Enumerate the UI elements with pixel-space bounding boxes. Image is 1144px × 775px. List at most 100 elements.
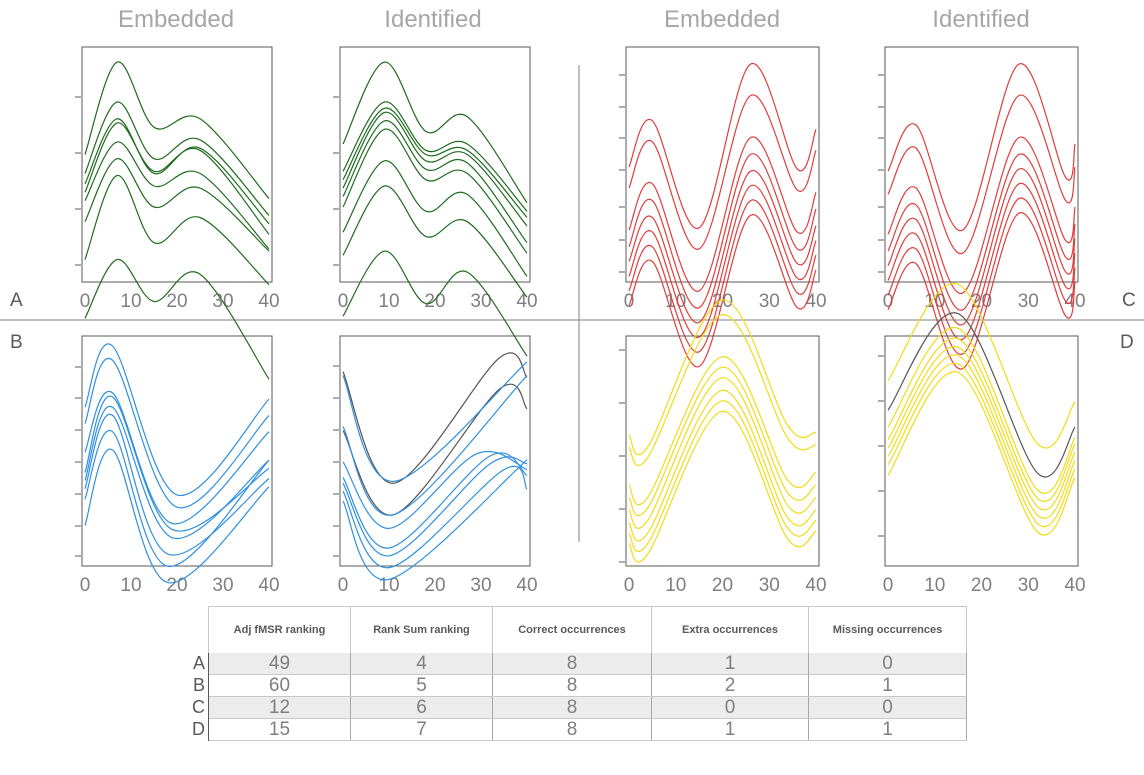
table-cell: 1 bbox=[651, 653, 809, 675]
header-identified-left: Identified bbox=[384, 6, 481, 33]
x-tick-label: 30 bbox=[470, 575, 491, 596]
row-label: C bbox=[175, 696, 209, 719]
x-tick-label: 40 bbox=[516, 575, 537, 596]
x-tick-label: 40 bbox=[516, 291, 537, 312]
series-line bbox=[342, 250, 528, 357]
table-row: D 15 7 8 1 1 bbox=[175, 718, 967, 741]
series-line bbox=[887, 354, 1076, 519]
series-line bbox=[887, 362, 1076, 528]
table-cell: 8 bbox=[492, 696, 652, 719]
table-cell: 0 bbox=[651, 696, 809, 719]
series-line bbox=[342, 456, 528, 557]
col-header-missing: Missing occurrences bbox=[808, 606, 967, 653]
series-line bbox=[84, 122, 270, 235]
table-cell: 4 bbox=[350, 653, 493, 675]
series-line bbox=[342, 383, 528, 516]
x-tick-label: 30 bbox=[759, 291, 780, 312]
x-tick-label: 10 bbox=[378, 291, 399, 312]
series-line bbox=[342, 128, 528, 254]
series-line bbox=[887, 212, 1076, 370]
series-line bbox=[628, 400, 817, 553]
plot-frame bbox=[625, 46, 820, 283]
x-tick-label: 0 bbox=[624, 575, 635, 596]
row-label: B bbox=[175, 674, 209, 697]
x-tick-label: 20 bbox=[166, 291, 187, 312]
x-tick-label: 40 bbox=[1064, 291, 1085, 312]
plot-frame bbox=[81, 335, 273, 567]
series-line bbox=[628, 184, 817, 338]
panel-b-embedded: 0 10 20 30 40 bbox=[75, 335, 280, 596]
series-line bbox=[342, 459, 528, 581]
series-line bbox=[628, 389, 817, 542]
x-tick-label: 10 bbox=[924, 575, 945, 596]
series-line bbox=[84, 395, 270, 532]
series-line bbox=[628, 136, 817, 292]
series-line bbox=[342, 160, 528, 277]
panel-d-embedded: 0 10 20 30 40 bbox=[619, 299, 827, 596]
x-tick-label: 20 bbox=[166, 575, 187, 596]
figure-canvas: Embedded Identified Embedded Identified … bbox=[0, 6, 1144, 596]
series-line bbox=[887, 168, 1076, 326]
series-line bbox=[887, 327, 1076, 494]
series-line bbox=[84, 343, 270, 496]
series-line bbox=[628, 214, 817, 368]
series-line bbox=[628, 366, 817, 517]
panel-d-identified: 0 10 20 30 40 bbox=[878, 282, 1086, 596]
table-cell: 0 bbox=[808, 653, 967, 675]
header-identified-right: Identified bbox=[932, 6, 1029, 33]
col-header-rank-sum: Rank Sum ranking bbox=[350, 606, 493, 653]
series-line bbox=[342, 352, 528, 484]
panel-a-identified: 0 10 20 30 40 bbox=[333, 46, 538, 357]
table-cell: 8 bbox=[492, 674, 652, 697]
x-tick-label: 10 bbox=[120, 291, 141, 312]
x-tick-label: 0 bbox=[883, 575, 894, 596]
x-tick-label: 10 bbox=[120, 575, 141, 596]
series-line bbox=[887, 337, 1076, 502]
x-tick-label: 40 bbox=[258, 291, 279, 312]
panel-c-identified: 0 10 20 30 40 bbox=[878, 46, 1086, 370]
table-cell: 8 bbox=[492, 718, 652, 741]
series-line bbox=[84, 357, 270, 509]
results-table: Adj fMSR ranking Rank Sum ranking Correc… bbox=[175, 606, 967, 741]
series-line bbox=[342, 61, 528, 204]
x-tick-label: 0 bbox=[80, 575, 91, 596]
series-line bbox=[84, 390, 270, 525]
series-line bbox=[628, 199, 817, 353]
table-cell: 0 bbox=[808, 696, 967, 719]
table-cell: 1 bbox=[808, 718, 967, 741]
row-label: D bbox=[175, 718, 209, 741]
x-tick-label: 30 bbox=[212, 575, 233, 596]
series-line bbox=[628, 94, 817, 250]
series-line bbox=[342, 101, 528, 212]
series-line bbox=[887, 183, 1076, 340]
table-row: B 60 5 8 2 1 bbox=[175, 674, 967, 697]
x-tick-label: 20 bbox=[424, 575, 445, 596]
table-row: C 12 6 8 0 0 bbox=[175, 696, 967, 719]
x-tick-label: 10 bbox=[378, 575, 399, 596]
series-line bbox=[887, 136, 1076, 294]
quadrant-label-a: A bbox=[10, 290, 23, 311]
header-embedded-left: Embedded bbox=[118, 6, 234, 33]
plot-frame bbox=[884, 46, 1079, 283]
series-line bbox=[342, 107, 528, 218]
series-line bbox=[84, 429, 270, 567]
series-line bbox=[628, 314, 817, 467]
series-line bbox=[84, 413, 270, 556]
col-header-extra: Extra occurrences bbox=[651, 606, 809, 653]
series-line bbox=[84, 174, 270, 286]
table-cell: 7 bbox=[350, 718, 493, 741]
x-tick-label: 20 bbox=[712, 575, 733, 596]
series-line bbox=[84, 405, 270, 539]
series-line bbox=[887, 197, 1076, 355]
row-label: A bbox=[175, 653, 209, 675]
table-cell: 5 bbox=[350, 674, 493, 697]
x-tick-label: 40 bbox=[1064, 575, 1085, 596]
series-line bbox=[628, 377, 817, 529]
plot-frame bbox=[625, 335, 820, 567]
series-line bbox=[628, 356, 817, 506]
series-line bbox=[628, 170, 817, 324]
x-tick-label: 0 bbox=[80, 291, 91, 312]
x-tick-label: 20 bbox=[971, 575, 992, 596]
series-line bbox=[342, 185, 528, 298]
plot-frame bbox=[884, 335, 1079, 567]
